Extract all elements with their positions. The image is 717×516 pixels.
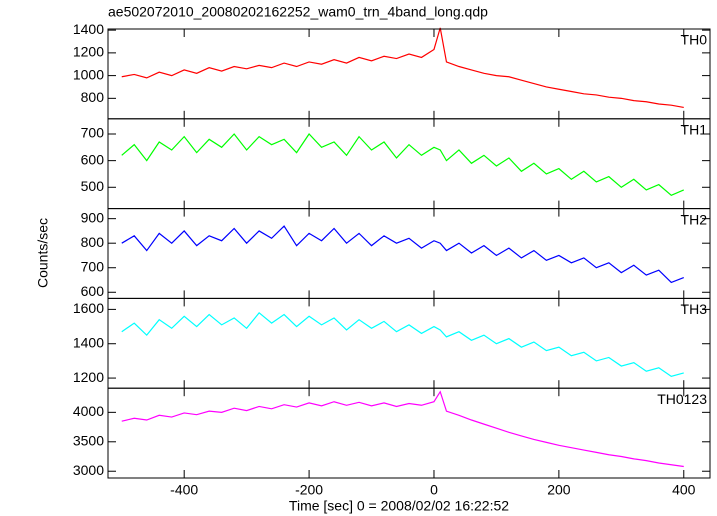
y-tick-label: 1000	[73, 66, 104, 82]
panel-frame	[107, 387, 711, 479]
panel-label: TH0123	[657, 391, 707, 407]
x-tick-label: 200	[547, 482, 571, 498]
x-tick-label: 0	[430, 482, 438, 498]
y-tick-label: 900	[81, 209, 105, 225]
y-tick-label: 700	[81, 258, 105, 274]
data-line	[121, 27, 684, 109]
panel-label: TH1	[681, 122, 708, 138]
y-tick-label: 500	[81, 178, 105, 194]
panel-frame	[107, 208, 711, 299]
data-line	[121, 225, 684, 284]
data-line	[121, 311, 684, 378]
panel-frame	[107, 118, 711, 210]
chart-title: ae502072010_20080202162252_wam0_trn_4ban…	[108, 4, 488, 20]
y-tick-label: 800	[81, 89, 105, 105]
y-tick-label: 1400	[73, 334, 104, 350]
y-tick-label: 600	[81, 283, 105, 299]
data-line	[121, 133, 685, 196]
panel-label: TH0	[681, 32, 708, 48]
y-tick-label: 3500	[73, 432, 104, 448]
y-axis-label: Counts/sec	[35, 218, 51, 288]
data-line	[121, 390, 684, 468]
y-tick-label: 1400	[73, 21, 104, 37]
y-tick-label: 1200	[73, 44, 104, 60]
x-axis-label: Time [sec] 0 = 2008/02/02 16:22:52	[289, 498, 509, 514]
panel-label: TH3	[681, 301, 708, 317]
x-tick-label: -200	[295, 482, 323, 498]
y-tick-label: 600	[81, 151, 105, 167]
panel-frame	[107, 28, 711, 120]
y-tick-label: 1200	[73, 369, 104, 385]
x-tick-label: -400	[170, 482, 198, 498]
x-tick-label: 400	[672, 482, 696, 498]
y-tick-label: 800	[81, 234, 105, 250]
y-tick-label: 1600	[73, 300, 104, 316]
y-tick-label: 3000	[73, 462, 104, 478]
y-tick-label: 4000	[73, 403, 104, 419]
panel-frame	[107, 297, 711, 389]
y-tick-label: 700	[81, 125, 105, 141]
panel-label: TH2	[681, 211, 708, 227]
